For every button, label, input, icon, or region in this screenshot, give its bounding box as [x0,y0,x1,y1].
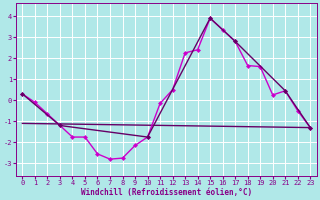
X-axis label: Windchill (Refroidissement éolien,°C): Windchill (Refroidissement éolien,°C) [81,188,252,197]
